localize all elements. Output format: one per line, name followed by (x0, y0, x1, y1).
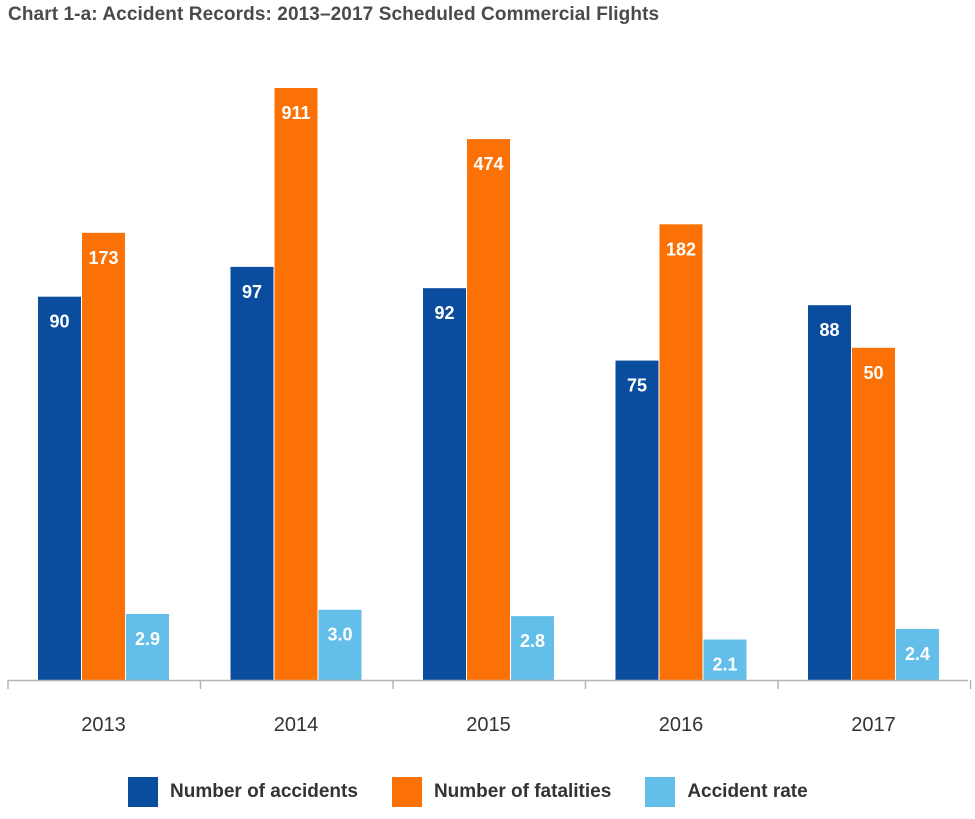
bar-group-2017: 88 50 2.4 (808, 305, 939, 680)
data-label-accidents-2016: 75 (627, 376, 647, 396)
data-label-accident-rate-2014: 3.0 (327, 625, 352, 645)
data-label-fatalities-2013: 173 (88, 248, 118, 268)
bar-group-2015: 92 474 2.8 (423, 139, 554, 680)
bar-fatalities-2015 (467, 139, 510, 680)
legend-swatch-accidents (128, 777, 158, 807)
x-tick-label-2014: 2014 (274, 714, 319, 736)
legend-label-fatalities: Number of fatalities (433, 781, 612, 802)
bar-group-2013: 90 173 2.9 (38, 232, 169, 680)
bar-fatalities-2013 (82, 232, 125, 680)
bar-accidents-2016 (615, 360, 659, 680)
bar-accident-rate-2016 (703, 639, 747, 680)
legend-swatch-accident-rate (645, 777, 676, 807)
bar-chart: 901732.9979113.0924742.8751822.188502.4 … (7, 88, 972, 736)
data-label-accidents-2015: 92 (434, 303, 454, 323)
data-label-fatalities-2016: 182 (666, 239, 696, 259)
bar-accidents-2017 (808, 305, 851, 680)
legend-item-accident-rate: Accident rate (645, 777, 808, 807)
bar-accident-rate-2013 (126, 613, 169, 680)
data-label-accident-rate-2017: 2.4 (905, 644, 930, 664)
legend: Number of accidents Number of fatalities… (128, 776, 842, 808)
data-label-accident-rate-2013: 2.9 (135, 629, 160, 649)
x-tick-label-2015: 2015 (466, 714, 511, 736)
bar-group-2016: 75 182 2.1 (615, 224, 747, 680)
legend-label-accidents: Number of accidents (170, 781, 358, 802)
x-tick-label-2013: 2013 (81, 714, 126, 736)
bar-accidents-2013 (38, 296, 81, 680)
legend-swatch-fatalities (391, 777, 422, 807)
data-label-accidents-2014: 97 (242, 282, 262, 302)
data-label-fatalities-2015: 474 (473, 154, 503, 174)
data-label-accident-rate-2015: 2.8 (520, 631, 545, 651)
legend-item-fatalities: Number of fatalities (391, 777, 612, 807)
chart-title: Chart 1-a: Accident Records: 2013–2017 S… (8, 4, 660, 25)
bar-accident-rate-2015 (511, 616, 554, 680)
x-tick-label-2017: 2017 (851, 714, 896, 736)
bar-group-2014: 97 911 3.0 (230, 88, 362, 680)
data-label-accident-rate-2016: 2.1 (712, 655, 737, 675)
legend-label-accident-rate: Accident rate (687, 781, 808, 802)
data-label-accidents-2013: 90 (49, 312, 69, 332)
bar-accident-rate-2014 (318, 609, 362, 680)
bar-fatalities-2016 (659, 224, 703, 680)
data-label-accidents-2017: 88 (819, 320, 839, 340)
bar-fatalities-2017 (852, 347, 895, 680)
legend-item-accidents: Number of accidents (128, 777, 358, 807)
data-label-fatalities-2017: 50 (863, 363, 883, 383)
bar-fatalities-2014 (274, 88, 318, 680)
data-label-fatalities-2014: 911 (281, 103, 310, 123)
bar-accident-rate-2017 (896, 628, 939, 680)
x-tick-label-2016: 2016 (659, 714, 704, 736)
bar-accidents-2015 (423, 288, 466, 680)
x-axis: 2013 2014 2015 2016 2017 (7, 679, 972, 736)
bar-accidents-2014 (230, 266, 274, 680)
bars-layer: 90 173 2.9 97 911 3.0 92 474 2.8 75 182 2.1 88 50 2.4 (38, 88, 939, 680)
